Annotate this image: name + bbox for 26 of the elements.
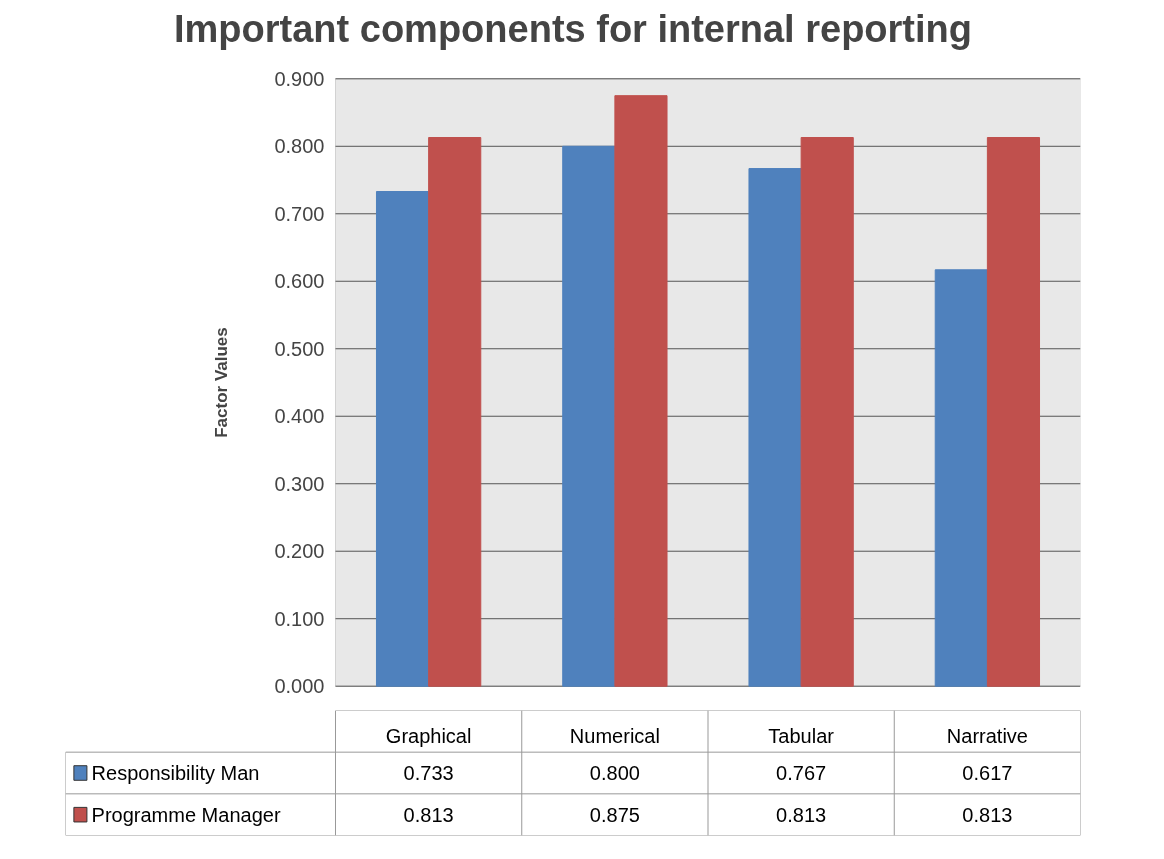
x-tick-label: Narrative — [946, 725, 1028, 748]
y-tick-label: 0.700 — [274, 202, 325, 225]
data-label: 0.813 — [403, 803, 454, 826]
y-tick-label: 0.800 — [274, 135, 325, 158]
data-label: 0.813 — [962, 803, 1013, 826]
x-tick-label: Tabular — [768, 725, 835, 748]
x-tick-label: Graphical — [385, 725, 472, 748]
y-tick-label: 0.900 — [274, 67, 325, 90]
legend-label: Responsibility Man — [91, 762, 260, 784]
y-tick-label: 0.600 — [274, 270, 325, 293]
data-label: 0.800 — [589, 762, 640, 784]
chart-title: Important components for internal reporting — [173, 7, 973, 50]
legend-label: Programme Manager — [91, 803, 281, 826]
y-tick-label: 0.300 — [274, 472, 325, 495]
data-label: 0.813 — [776, 803, 827, 826]
data-label: 0.733 — [403, 762, 454, 784]
y-axis-title: Factor Values — [212, 327, 232, 438]
y-tick-label: 0.200 — [274, 540, 325, 563]
y-tick-label: 0.000 — [274, 675, 325, 698]
data-label: 0.767 — [776, 762, 827, 784]
data-label: 0.617 — [962, 762, 1013, 784]
y-tick-label: 0.400 — [274, 405, 325, 428]
y-tick-label: 0.100 — [274, 607, 325, 630]
x-tick-label: Numerical — [569, 725, 660, 748]
y-tick-label: 0.500 — [274, 337, 325, 360]
data-label: 0.875 — [589, 803, 640, 826]
